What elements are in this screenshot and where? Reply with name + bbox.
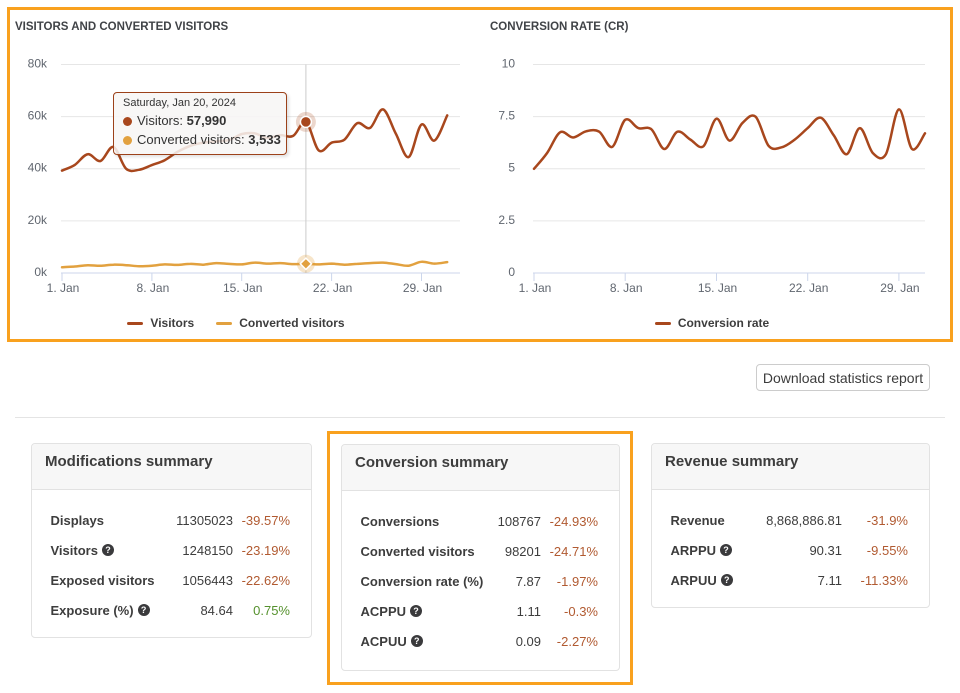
svg-text:15. Jan: 15. Jan <box>223 281 262 295</box>
svg-text:5: 5 <box>508 161 515 175</box>
svg-text:15. Jan: 15. Jan <box>698 281 737 295</box>
svg-text:1. Jan: 1. Jan <box>47 281 80 295</box>
svg-text:0k: 0k <box>34 265 48 279</box>
svg-text:22. Jan: 22. Jan <box>313 281 352 295</box>
svg-text:8. Jan: 8. Jan <box>137 281 170 295</box>
svg-text:29. Jan: 29. Jan <box>880 281 919 295</box>
svg-text:10: 10 <box>502 57 516 71</box>
svg-text:80k: 80k <box>28 57 48 71</box>
svg-text:1. Jan: 1. Jan <box>519 281 552 295</box>
svg-text:40k: 40k <box>28 161 48 175</box>
svg-text:7.5: 7.5 <box>498 109 515 123</box>
svg-text:22. Jan: 22. Jan <box>789 281 828 295</box>
svg-text:8. Jan: 8. Jan <box>610 281 643 295</box>
svg-text:2.5: 2.5 <box>498 213 515 227</box>
svg-text:0: 0 <box>508 265 515 279</box>
svg-text:20k: 20k <box>28 213 48 227</box>
svg-text:60k: 60k <box>28 109 48 123</box>
svg-text:29. Jan: 29. Jan <box>403 281 442 295</box>
